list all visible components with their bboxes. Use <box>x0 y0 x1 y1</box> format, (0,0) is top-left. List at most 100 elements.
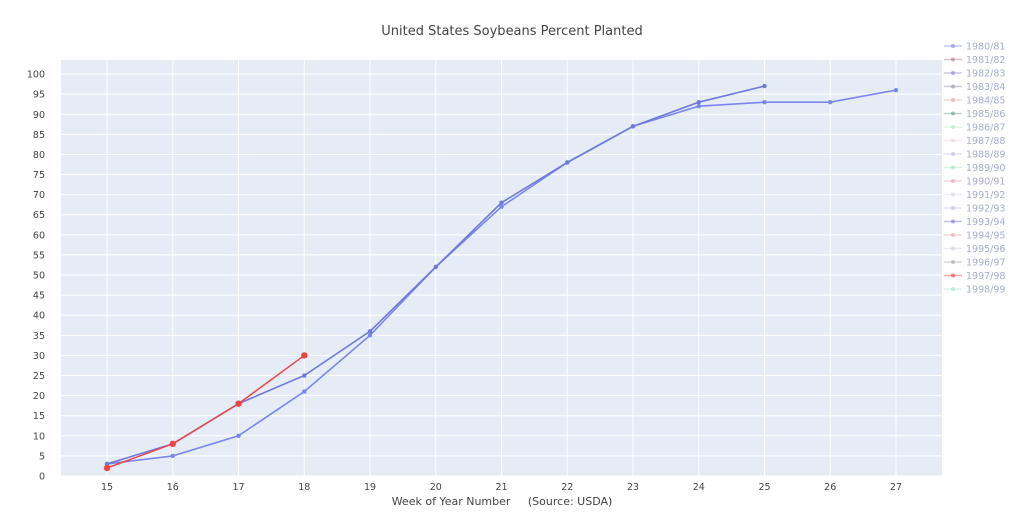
legend-swatch-marker <box>951 152 955 156</box>
data-point <box>630 124 636 129</box>
x-tick-label: 17 <box>232 482 244 493</box>
data-point <box>696 104 701 109</box>
data-point <box>762 100 767 105</box>
y-tick-label: 80 <box>33 150 45 161</box>
legend-swatch-marker <box>951 98 955 102</box>
legend-swatch-marker <box>951 233 955 237</box>
legend-swatch-marker <box>951 192 955 197</box>
y-tick-label: 45 <box>33 291 45 302</box>
x-tick-label: 20 <box>430 482 442 493</box>
legend-item[interactable]: 1994/95 <box>944 231 1005 242</box>
x-tick-label: 19 <box>364 482 376 493</box>
y-tick-label: 55 <box>33 250 45 261</box>
legend-item[interactable]: 1982/83 <box>944 69 1005 80</box>
legend[interactable]: 1980/81 1981/82 1982/83 1983/84 1984/85 1985/… <box>944 42 1005 296</box>
legend-swatch-marker <box>951 260 955 264</box>
x-tick-label: 25 <box>758 482 770 493</box>
x-tick-label: 23 <box>627 482 639 493</box>
y-tick-label: 90 <box>33 110 45 121</box>
y-tick-label: 0 <box>39 472 45 483</box>
x-tick-label: 27 <box>890 482 902 493</box>
y-tick-label: 25 <box>33 371 45 382</box>
legend-item[interactable]: 1996/97 <box>944 258 1005 269</box>
y-tick-label: 95 <box>33 90 45 101</box>
legend-swatch-marker <box>951 273 955 278</box>
data-point <box>302 389 307 394</box>
data-point <box>169 440 176 448</box>
data-point <box>367 333 373 338</box>
legend-label: 1985/86 <box>966 109 1005 120</box>
legend-label: 1983/84 <box>966 82 1005 93</box>
legend-item[interactable]: 1995/96 <box>944 244 1005 255</box>
legend-item[interactable]: 1993/94 <box>944 217 1005 228</box>
y-tick-label: 65 <box>33 210 45 221</box>
legend-label: 1990/91 <box>966 177 1005 188</box>
legend-item[interactable]: 1981/82 <box>944 55 1005 66</box>
gridlines <box>61 60 942 477</box>
legend-swatch-marker <box>951 206 955 210</box>
legend-item[interactable]: 1985/86 <box>944 109 1005 120</box>
x-axis-title: Week of Year Number (Source: USDA) <box>392 495 613 508</box>
legend-label: 1993/94 <box>966 217 1005 228</box>
chart-title: United States Soybeans Percent Planted <box>381 24 642 39</box>
legend-item[interactable]: 1990/91 <box>944 177 1005 188</box>
legend-label: 1998/99 <box>966 285 1005 296</box>
y-tick-label: 75 <box>33 170 45 181</box>
legend-swatch-marker <box>951 138 955 143</box>
y-tick-label: 60 <box>33 230 45 241</box>
legend-item[interactable]: 1984/85 <box>944 96 1005 107</box>
legend-label: 1982/83 <box>966 69 1005 80</box>
legend-item[interactable]: 1997/98 <box>944 271 1005 282</box>
x-axis: 15 16 17 18 19 20 21 22 23 24 25 26 27 <box>101 482 902 493</box>
legend-label: 1996/97 <box>966 258 1005 269</box>
data-point <box>235 400 242 407</box>
y-tick-label: 20 <box>33 391 45 402</box>
data-point <box>103 464 111 472</box>
data-point <box>302 373 307 378</box>
y-tick-label: 100 <box>27 70 45 81</box>
y-tick-label: 10 <box>33 431 45 442</box>
legend-item[interactable]: 1992/93 <box>944 204 1005 215</box>
legend-swatch-marker <box>951 111 955 116</box>
legend-item[interactable]: 1987/88 <box>944 136 1005 147</box>
legend-item[interactable]: 1998/99 <box>944 285 1005 296</box>
data-point <box>301 352 308 359</box>
legend-item[interactable]: 1986/87 <box>944 123 1005 134</box>
x-tick-label: 18 <box>298 482 310 493</box>
data-point <box>565 160 570 165</box>
legend-label: 1981/82 <box>966 55 1005 66</box>
legend-swatch-marker <box>951 219 955 224</box>
y-tick-label: 40 <box>33 311 45 322</box>
legend-swatch-marker <box>951 125 955 129</box>
x-tick-label: 15 <box>101 482 113 493</box>
y-tick-label: 85 <box>33 130 45 141</box>
data-point <box>499 200 504 205</box>
legend-swatch-marker <box>951 57 955 62</box>
legend-label: 1989/90 <box>966 163 1005 174</box>
legend-item[interactable]: 1983/84 <box>944 82 1005 93</box>
legend-item[interactable]: 1989/90 <box>944 163 1005 174</box>
x-tick-label: 21 <box>495 482 507 493</box>
legend-swatch-marker <box>951 71 955 75</box>
legend-swatch-marker <box>951 165 955 170</box>
data-point <box>696 100 701 105</box>
data-point <box>433 264 438 270</box>
data-point <box>170 453 175 459</box>
x-tick-label: 26 <box>824 482 836 493</box>
x-tick-label: 24 <box>693 482 705 493</box>
legend-label: 1986/87 <box>966 123 1005 134</box>
legend-item[interactable]: 1988/89 <box>944 150 1005 161</box>
series-layer <box>103 83 899 472</box>
y-axis: 0 5 10 15 20 25 30 35 40 45 50 55 60 65 70 75 80 85 90 95 10… <box>27 70 45 483</box>
series-1997-98 <box>103 352 308 472</box>
legend-item[interactable]: 1991/92 <box>944 190 1005 201</box>
legend-label: 1988/89 <box>966 150 1005 161</box>
y-tick-label: 70 <box>33 190 45 201</box>
legend-swatch-marker <box>951 246 955 251</box>
legend-item[interactable]: 1980/81 <box>944 42 1005 53</box>
y-tick-label: 15 <box>33 411 45 422</box>
legend-label: 1992/93 <box>966 204 1005 215</box>
x-tick-label: 16 <box>167 482 179 493</box>
y-tick-label: 5 <box>39 451 45 462</box>
